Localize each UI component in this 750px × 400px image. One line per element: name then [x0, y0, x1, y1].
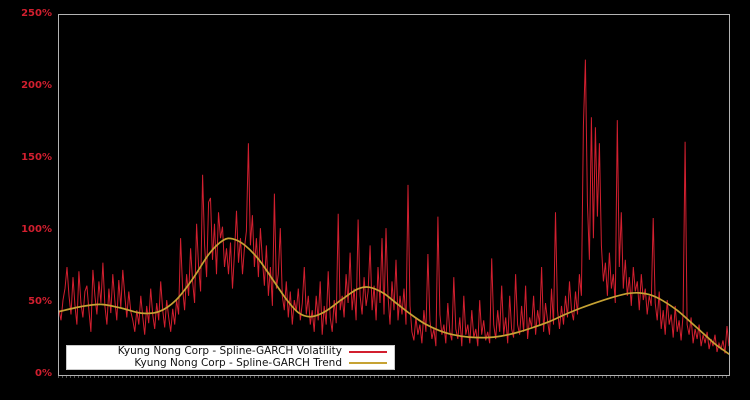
x-axis-minor-ticks	[58, 376, 729, 378]
y-axis-tick-label: 250%	[21, 8, 52, 19]
legend-label-trend: Kyung Nong Corp - Spline-GARCH Trend	[134, 356, 342, 369]
legend-entry-volatility: Kyung Nong Corp - Spline-GARCH Volatilit…	[67, 346, 394, 357]
plot-svg	[59, 59, 729, 355]
y-axis-tick-label: 200%	[21, 80, 52, 91]
y-axis-tick-label: 0%	[35, 368, 52, 379]
trend-series-line	[59, 237, 729, 355]
legend-label-volatility: Kyung Nong Corp - Spline-GARCH Volatilit…	[117, 345, 342, 358]
y-axis-tick-label: 150%	[21, 152, 52, 163]
legend-entry-trend: Kyung Nong Corp - Spline-GARCH Trend	[67, 356, 394, 369]
trend-line-swatch-icon	[349, 362, 387, 365]
y-axis-tick-label: 50%	[28, 296, 52, 307]
plot-area	[58, 14, 730, 376]
legend: Kyung Nong Corp - Spline-GARCH Volatilit…	[66, 345, 395, 370]
volatility-line-swatch-icon	[349, 350, 387, 353]
volatility-series-line	[59, 59, 729, 354]
y-axis-tick-label: 100%	[21, 224, 52, 235]
y-axis: 0% 50% 100% 150% 200% 250%	[0, 0, 52, 400]
